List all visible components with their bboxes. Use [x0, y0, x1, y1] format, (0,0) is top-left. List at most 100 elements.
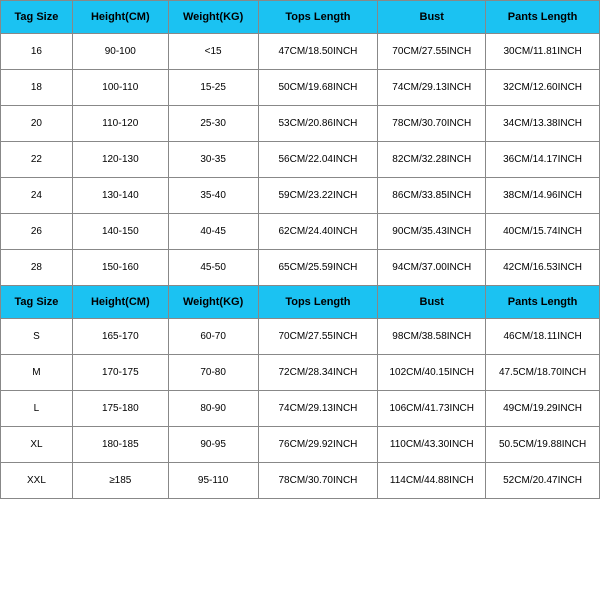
- header-height: Height(CM): [72, 1, 168, 34]
- cell-pants: 50.5CM/19.88INCH: [486, 427, 600, 463]
- table-row: 18100-11015-2550CM/19.68INCH74CM/29.13IN…: [1, 70, 600, 106]
- cell-pants: 40CM/15.74INCH: [486, 214, 600, 250]
- table-header-1: Tag Size Height(CM) Weight(KG) Tops Leng…: [1, 1, 600, 34]
- cell-pants: 34CM/13.38INCH: [486, 106, 600, 142]
- cell-tops: 78CM/30.70INCH: [258, 463, 378, 499]
- cell-tops: 70CM/27.55INCH: [258, 319, 378, 355]
- cell-tag: 22: [1, 142, 73, 178]
- cell-tag: 18: [1, 70, 73, 106]
- size-chart-table: Tag Size Height(CM) Weight(KG) Tops Leng…: [0, 0, 600, 499]
- table-row: 1690-100<1547CM/18.50INCH70CM/27.55INCH3…: [1, 34, 600, 70]
- cell-tag: XL: [1, 427, 73, 463]
- header-height-2: Height(CM): [72, 286, 168, 319]
- cell-tag: 28: [1, 250, 73, 286]
- cell-weight: 35-40: [168, 178, 258, 214]
- cell-pants: 32CM/12.60INCH: [486, 70, 600, 106]
- cell-height: 165-170: [72, 319, 168, 355]
- cell-bust: 98CM/38.58INCH: [378, 319, 486, 355]
- cell-pants: 47.5CM/18.70INCH: [486, 355, 600, 391]
- cell-tops: 47CM/18.50INCH: [258, 34, 378, 70]
- header-tops-length-2: Tops Length: [258, 286, 378, 319]
- header-pants-length-2: Pants Length: [486, 286, 600, 319]
- cell-pants: 46CM/18.11INCH: [486, 319, 600, 355]
- cell-height: 100-110: [72, 70, 168, 106]
- cell-tag: M: [1, 355, 73, 391]
- cell-height: 90-100: [72, 34, 168, 70]
- cell-pants: 38CM/14.96INCH: [486, 178, 600, 214]
- header-tops-length: Tops Length: [258, 1, 378, 34]
- cell-pants: 42CM/16.53INCH: [486, 250, 600, 286]
- cell-tops: 62CM/24.40INCH: [258, 214, 378, 250]
- cell-bust: 90CM/35.43INCH: [378, 214, 486, 250]
- table-row: 20110-12025-3053CM/20.86INCH78CM/30.70IN…: [1, 106, 600, 142]
- cell-bust: 82CM/32.28INCH: [378, 142, 486, 178]
- header-bust-2: Bust: [378, 286, 486, 319]
- cell-tops: 74CM/29.13INCH: [258, 391, 378, 427]
- cell-bust: 94CM/37.00INCH: [378, 250, 486, 286]
- header-bust: Bust: [378, 1, 486, 34]
- cell-tag: 26: [1, 214, 73, 250]
- table-body-adults: S165-17060-7070CM/27.55INCH98CM/38.58INC…: [1, 319, 600, 499]
- header-weight: Weight(KG): [168, 1, 258, 34]
- header-pants-length: Pants Length: [486, 1, 600, 34]
- cell-weight: <15: [168, 34, 258, 70]
- cell-tops: 65CM/25.59INCH: [258, 250, 378, 286]
- cell-bust: 102CM/40.15INCH: [378, 355, 486, 391]
- table-row: M170-17570-8072CM/28.34INCH102CM/40.15IN…: [1, 355, 600, 391]
- cell-height: ≥185: [72, 463, 168, 499]
- cell-weight: 60-70: [168, 319, 258, 355]
- cell-bust: 110CM/43.30INCH: [378, 427, 486, 463]
- header-tag-size-2: Tag Size: [1, 286, 73, 319]
- cell-bust: 106CM/41.73INCH: [378, 391, 486, 427]
- cell-tag: 16: [1, 34, 73, 70]
- cell-weight: 80-90: [168, 391, 258, 427]
- table-row: L175-18080-9074CM/29.13INCH106CM/41.73IN…: [1, 391, 600, 427]
- table-row: XXL≥18595-11078CM/30.70INCH114CM/44.88IN…: [1, 463, 600, 499]
- cell-tops: 72CM/28.34INCH: [258, 355, 378, 391]
- cell-height: 140-150: [72, 214, 168, 250]
- cell-tag: L: [1, 391, 73, 427]
- cell-height: 110-120: [72, 106, 168, 142]
- table-row: XL180-18590-9576CM/29.92INCH110CM/43.30I…: [1, 427, 600, 463]
- cell-weight: 95-110: [168, 463, 258, 499]
- cell-weight: 30-35: [168, 142, 258, 178]
- cell-pants: 36CM/14.17INCH: [486, 142, 600, 178]
- table-row: S165-17060-7070CM/27.55INCH98CM/38.58INC…: [1, 319, 600, 355]
- table-row: 26140-15040-4562CM/24.40INCH90CM/35.43IN…: [1, 214, 600, 250]
- cell-tag: 20: [1, 106, 73, 142]
- table-row: 28150-16045-5065CM/25.59INCH94CM/37.00IN…: [1, 250, 600, 286]
- table-row: 22120-13030-3556CM/22.04INCH82CM/32.28IN…: [1, 142, 600, 178]
- cell-tops: 59CM/23.22INCH: [258, 178, 378, 214]
- cell-height: 120-130: [72, 142, 168, 178]
- header-weight-2: Weight(KG): [168, 286, 258, 319]
- cell-tops: 50CM/19.68INCH: [258, 70, 378, 106]
- cell-tag: 24: [1, 178, 73, 214]
- cell-height: 130-140: [72, 178, 168, 214]
- cell-pants: 49CM/19.29INCH: [486, 391, 600, 427]
- cell-pants: 52CM/20.47INCH: [486, 463, 600, 499]
- cell-bust: 74CM/29.13INCH: [378, 70, 486, 106]
- cell-tops: 76CM/29.92INCH: [258, 427, 378, 463]
- table-body-kids: 1690-100<1547CM/18.50INCH70CM/27.55INCH3…: [1, 34, 600, 286]
- cell-height: 150-160: [72, 250, 168, 286]
- table-header-2: Tag Size Height(CM) Weight(KG) Tops Leng…: [1, 286, 600, 319]
- cell-weight: 25-30: [168, 106, 258, 142]
- cell-weight: 40-45: [168, 214, 258, 250]
- cell-tag: XXL: [1, 463, 73, 499]
- cell-tag: S: [1, 319, 73, 355]
- cell-weight: 15-25: [168, 70, 258, 106]
- cell-weight: 70-80: [168, 355, 258, 391]
- cell-height: 175-180: [72, 391, 168, 427]
- cell-bust: 86CM/33.85INCH: [378, 178, 486, 214]
- cell-weight: 90-95: [168, 427, 258, 463]
- cell-bust: 114CM/44.88INCH: [378, 463, 486, 499]
- cell-bust: 70CM/27.55INCH: [378, 34, 486, 70]
- cell-pants: 30CM/11.81INCH: [486, 34, 600, 70]
- cell-height: 170-175: [72, 355, 168, 391]
- cell-tops: 56CM/22.04INCH: [258, 142, 378, 178]
- cell-height: 180-185: [72, 427, 168, 463]
- header-tag-size: Tag Size: [1, 1, 73, 34]
- cell-tops: 53CM/20.86INCH: [258, 106, 378, 142]
- cell-bust: 78CM/30.70INCH: [378, 106, 486, 142]
- table-row: 24130-14035-4059CM/23.22INCH86CM/33.85IN…: [1, 178, 600, 214]
